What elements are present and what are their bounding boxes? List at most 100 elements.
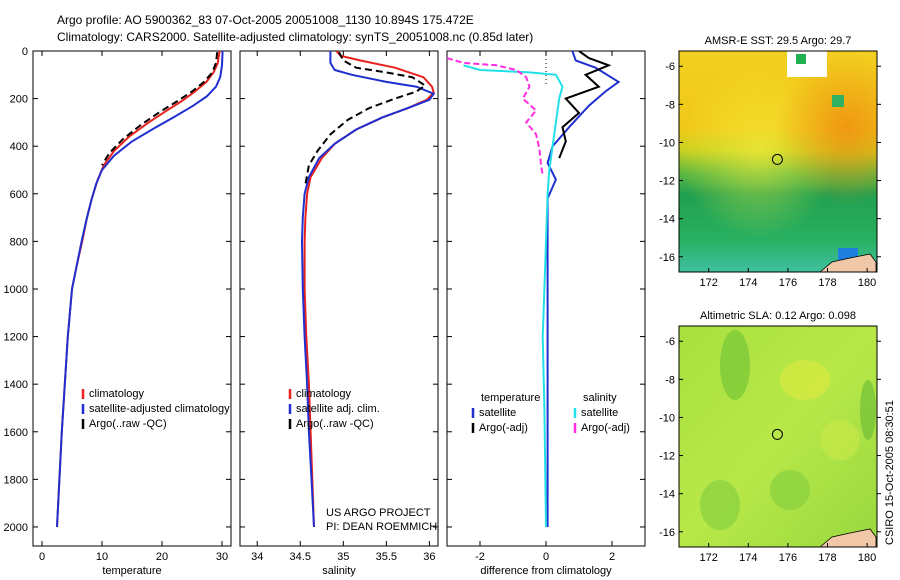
temperature-legend-label: climatology: [89, 388, 145, 400]
sst-x-tick-label: 172: [700, 277, 718, 289]
temperature-x-tick-label: 20: [156, 551, 168, 563]
sla-x-tick-label: 180: [858, 552, 876, 564]
temperature-y-tick-label: 0: [22, 46, 28, 58]
sst-x-tick-label: 178: [818, 277, 836, 289]
sst-y-tick-label: -8: [665, 99, 675, 111]
temperature-y-tick-label: 1000: [4, 284, 28, 296]
difference-legend-temp-label: satellite: [479, 407, 516, 419]
sla-y-tick-label: -8: [665, 374, 675, 386]
sla-argo-location-marker: [771, 428, 783, 440]
temperature-y-tick-label: 1600: [4, 427, 28, 439]
salinity-series-group: [300, 51, 436, 528]
salinity-x-axis-label: salinity: [322, 565, 356, 577]
difference-x-axis-label: difference from climatology: [480, 565, 612, 577]
salinity-legend-label: Argo(..raw -QC): [296, 418, 374, 430]
temperature-profile-panel: 0 10 20 30 0 200 400 600 800 1000 1200 1400 1600 1800…: [4, 46, 232, 577]
sla-anomaly-blob: [700, 480, 740, 530]
temperature-x-tick-label: 0: [39, 551, 45, 563]
sla-y-tick-label: -10: [659, 412, 675, 424]
sst-x-tick-label: 176: [779, 277, 797, 289]
salinity-x-tick-label: 36: [423, 551, 435, 563]
sla-x-tick-label: 176: [779, 552, 797, 564]
difference-legend-sal-label: satellite: [581, 407, 618, 419]
temperature-series-satellite-adjusted-climatology: [56, 51, 224, 528]
sst-x-tick-label: 174: [739, 277, 757, 289]
sla-y-tick-label: -12: [659, 451, 675, 463]
temperature-y-tick-label: 2000: [4, 522, 28, 534]
sst-cool-pixel: [832, 95, 844, 107]
difference-profile-panel: -2 0 2 difference from climatology temperatu…: [446, 50, 646, 577]
sst-orange-patch: [679, 51, 877, 272]
sla-y-tick-label: -6: [665, 336, 675, 348]
difference-series-salinity-argo-adj-: [447, 57, 544, 175]
salinity-legend-label: climatology: [296, 388, 352, 400]
credit-line2: PI: DEAN ROEMMICH: [326, 521, 437, 533]
sla-map-title: Altimetric SLA: 0.12 Argo: 0.098: [700, 310, 856, 322]
sla-x-tick-label: 174: [739, 552, 757, 564]
temperature-y-tick-label: 600: [10, 189, 28, 201]
salinity-x-tick-label: 34: [251, 551, 263, 563]
difference-x-tick-label: 2: [609, 551, 615, 563]
difference-legend-sal-title: salinity: [583, 392, 617, 404]
temperature-y-tick-label: 1200: [4, 332, 28, 344]
sla-map-frame: [678, 325, 878, 548]
difference-series-salinity-satellite: [463, 64, 564, 528]
sla-y-tick-label: -16: [659, 527, 675, 539]
figure-title-line2: Climatology: CARS2000. Satellite-adjuste…: [57, 30, 533, 44]
temperature-plot-frame: [32, 50, 232, 547]
sst-y-tick-label: -16: [659, 252, 675, 264]
sla-anomaly-blob: [720, 330, 750, 400]
temperature-y-tick-label: 400: [10, 141, 28, 153]
temperature-x-tick-label: 10: [96, 551, 108, 563]
temperature-series-group: [56, 51, 224, 528]
sst-y-tick-label: -10: [659, 137, 675, 149]
difference-x-tick-label: -2: [475, 551, 485, 563]
difference-x-tick-label: 0: [543, 551, 549, 563]
sst-map-frame: [678, 50, 878, 273]
sla-anomaly-blob: [820, 420, 860, 460]
temperature-x-tick-label: 30: [216, 551, 228, 563]
salinity-series-argo-raw-qc-: [304, 51, 427, 185]
difference-legend-temp-label: Argo(-adj): [479, 422, 528, 434]
difference-legend-sal-label: Argo(-adj): [581, 422, 630, 434]
temperature-y-tick-label: 1400: [4, 379, 28, 391]
sst-x-tick-label: 180: [858, 277, 876, 289]
sst-y-tick-label: -12: [659, 176, 675, 188]
temperature-legend-label: Argo(..raw -QC): [89, 418, 167, 430]
difference-series-group: [447, 51, 621, 528]
salinity-x-tick-label: 35: [337, 551, 349, 563]
temperature-y-tick-label: 200: [10, 94, 28, 106]
sla-anomaly-blob: [860, 380, 876, 440]
timestamp: CSIRO 15-Oct-2005 08:30:51: [884, 400, 896, 545]
figure-title-line1: Argo profile: AO 5900362_83 07-Oct-2005 …: [57, 13, 474, 27]
sst-map-title: AMSR-E SST: 29.5 Argo: 29.7: [705, 35, 852, 47]
sla-anomaly-blob: [770, 470, 810, 510]
temperature-y-tick-label: 1800: [4, 474, 28, 486]
sst-argo-location-marker: [771, 153, 783, 165]
sla-y-tick-label: -14: [659, 489, 675, 501]
salinity-x-tick-label: 34.5: [290, 551, 311, 563]
salinity-series-satellite-adj-clim-: [300, 51, 436, 528]
temperature-x-axis-label: temperature: [102, 565, 161, 577]
salinity-legend-label: satellite adj. clim.: [296, 403, 380, 415]
sst-y-tick-label: -14: [659, 214, 675, 226]
temperature-y-tick-label: 800: [10, 236, 28, 248]
sla-map-panel: Altimetric SLA: 0.12 Argo: 0.098 172 174 17…: [659, 310, 881, 564]
salinity-plot-frame: [239, 50, 439, 547]
difference-series-temperature-argo-adj-: [558, 51, 612, 159]
sst-map-panel: AMSR-E SST: 29.5 Argo: 29.7 172 174 176 178 1…: [659, 35, 881, 289]
sst-y-tick-label: -6: [665, 61, 675, 73]
sst-missing-data: [787, 51, 827, 77]
sla-x-tick-label: 172: [700, 552, 718, 564]
sst-cool-pixel: [796, 54, 806, 64]
difference-series-temperature-satellite: [546, 51, 621, 527]
credit-line1: US ARGO PROJECT: [326, 507, 431, 519]
salinity-x-tick-label: 35.5: [376, 551, 397, 563]
difference-legend-temp-title: temperature: [481, 392, 540, 404]
temperature-series-argo-raw-qc-: [101, 52, 219, 166]
sla-anomaly-blob: [780, 360, 830, 400]
temperature-legend-label: satellite-adjusted climatology: [89, 403, 230, 415]
sla-x-tick-label: 178: [818, 552, 836, 564]
salinity-profile-panel: 34 34.5 35 35.5 36 salinity climatology satelli…: [239, 50, 439, 577]
